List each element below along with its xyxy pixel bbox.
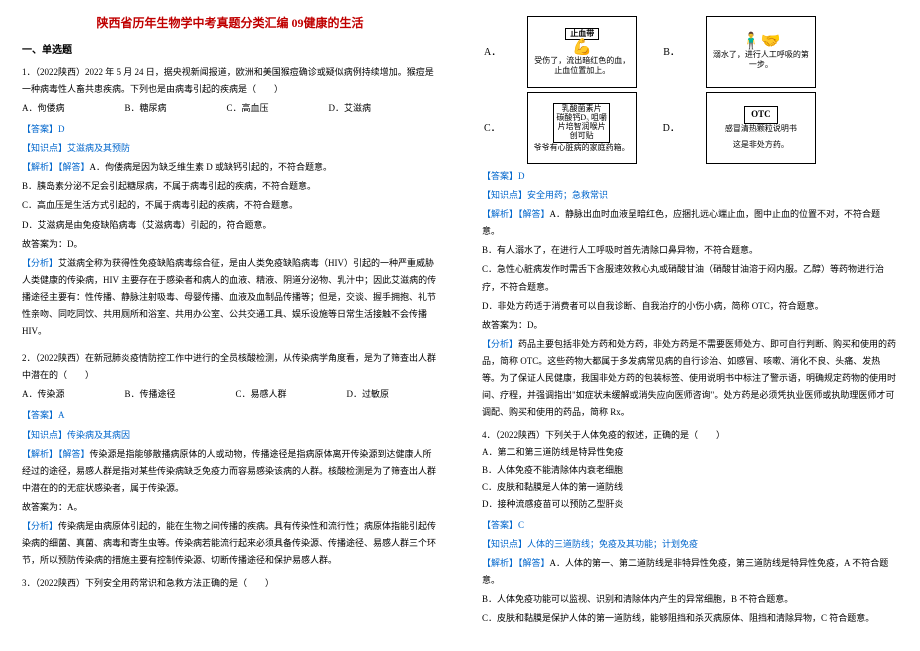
opt-a-letter: A． xyxy=(484,43,501,62)
q3-e2: B．有人溺水了，在进行人工呼吸时首先清除口鼻异物，不符合题意。 xyxy=(482,242,898,259)
q2-opt-d: D．过敏原 xyxy=(347,386,390,403)
q3-e3: C．急性心脏病发作时需舌下含服速效救心丸或硝酸甘油（硝酸甘油溶于闷内服。乙醇）等… xyxy=(482,261,898,295)
cpr-icon: 🧍‍♂️🤝 xyxy=(741,34,781,50)
q4-e3: C．皮肤和黏膜是保护人体的第一道防线，能够阻挡和杀灭病原体、阻挡和清除异物，C … xyxy=(482,610,898,627)
q4-opt-a: A．第二和第三道防线是特异性免疫 xyxy=(482,444,898,461)
q1-e5: 故答案为：D。 xyxy=(22,236,438,253)
q3-stem: 3．（2022陕西）下列安全用药常识和急救方法正确的是（ ） xyxy=(22,575,438,592)
q3-e4: D．非处方药适于消费者可以自我诊断、自我治疗的小伤小病，简称 OTC，符合题意。 xyxy=(482,298,898,315)
img-b-text: 溺水了，进行人工呼吸的第一步。 xyxy=(711,50,811,70)
q1-opt-d: D．艾滋病 xyxy=(329,100,372,117)
left-column: 陕西省历年生物学中考真题分类汇编 09健康的生活 一、单选题 1．（2022陕西… xyxy=(0,0,460,651)
img-b-box: 🧍‍♂️🤝 溺水了，进行人工呼吸的第一步。 xyxy=(706,16,816,88)
q4-stem: 4．（2022陕西）下列关于人体免疫的叙述，正确的是（ ） xyxy=(482,427,898,444)
q4-opt-c: C．皮肤和黏膜是人体的第一道防线 xyxy=(482,479,898,496)
q2-opt-b: B．传播途径 xyxy=(125,386,176,403)
q3-e5: 故答案为：D。 xyxy=(482,317,898,334)
q4-opt-d: D．接种流感疫苗可以预防乙型肝炎 xyxy=(482,496,898,513)
q4-opt-b: B．人体免疫不能清除体内衰老细胞 xyxy=(482,462,898,479)
q3-kp: 【知识点】安全用药；急救常识 xyxy=(482,187,898,204)
img-d-box: OTC 感冒清热颗粒说明书 这是非处方药。 xyxy=(706,92,816,164)
q1-e6: 【分析】艾滋病全称为获得性免疫缺陷病毒综合征，是由人类免疫缺陷病毒（HIV）引起… xyxy=(22,255,438,340)
img-c-box: 乳酸菌素片 碳酸钙D₃ 咀嚼 片培智润喉片 创可贴 爷爷有心脏病的家庭药箱。 xyxy=(527,92,637,164)
q4-e2: B．人体免疫功能可以监视、识别和清除体内产生的异常细胞，B 不符合题意。 xyxy=(482,591,898,608)
q1-e3: C．高血压是生活方式引起的，不属于病毒引起的疾病，不符合题意。 xyxy=(22,197,438,214)
img-d-sub: 感冒清热颗粒说明书 xyxy=(725,124,797,134)
img-row-cd: C． 乳酸菌素片 碳酸钙D₃ 咀嚼 片培智润喉片 创可贴 爷爷有心脏病的家庭药箱… xyxy=(482,92,898,164)
q2-answer: 【答案】A xyxy=(22,407,438,424)
q1-opt-c: C．高血压 xyxy=(227,100,269,117)
q2-e3: 【分析】传染病是由病原体引起的，能在生物之间传播的疾病。具有传染性和流行性；病原… xyxy=(22,518,438,569)
img-a-box: 止血带 💪 受伤了，流出暗红色的血，止血位置加上。 xyxy=(527,16,637,88)
q3-answer: 【答案】D xyxy=(482,168,898,185)
q2-opt-c: C．易感人群 xyxy=(236,386,287,403)
q1-e4: D．艾滋病是由免疫缺陷病毒（艾滋病毒）引起的，符合题意。 xyxy=(22,217,438,234)
img-a-text: 受伤了，流出暗红色的血，止血位置加上。 xyxy=(532,56,632,76)
q1-opt-a: A．佝偻病 xyxy=(22,100,65,117)
q4-e1: 【解析】【解答】A．人体的第一、第二道防线是非特异性免疫，第三道防线是特异性免疫… xyxy=(482,555,898,589)
q3-e6: 【分析】药品主要包括非处方药和处方药，非处方药是不需要医师处方、即可自行判断、购… xyxy=(482,336,898,421)
img-d-text: 这是非处方药。 xyxy=(733,140,789,150)
opt-b-letter: B． xyxy=(663,43,680,62)
q2-opt-a: A．传染源 xyxy=(22,386,65,403)
opt-c-letter: C． xyxy=(484,119,501,138)
q2-e1: 【解析】【解答】传染源是指能够散播病原体的人或动物，传播途径是指病原体离开传染源… xyxy=(22,446,438,497)
q1-stem: 1．（2022陕西）2022 年 5 月 24 日，据央视新闻报道，欧洲和美国猴… xyxy=(22,64,438,98)
section-heading: 一、单选题 xyxy=(22,41,438,60)
q1-e2: B．胰岛素分泌不足会引起糖尿病，不属于病毒引起的疾病，不符合题意。 xyxy=(22,178,438,195)
q1-opt-b: B．糖尿病 xyxy=(125,100,167,117)
img-c-inner: 乳酸菌素片 碳酸钙D₃ 咀嚼 片培智润喉片 创可贴 xyxy=(553,103,610,142)
img-c-text: 爷爷有心脏病的家庭药箱。 xyxy=(534,143,630,153)
doc-title: 陕西省历年生物学中考真题分类汇编 09健康的生活 xyxy=(22,12,438,35)
q1-options: A．佝偻病 B．糖尿病 C．高血压 D．艾滋病 xyxy=(22,100,438,117)
q4-kp: 【知识点】人体的三道防线；免疫及其功能；计划免疫 xyxy=(482,536,898,553)
q2-stem: 2．（2022陕西）在新冠肺炎疫情防控工作中进行的全员核酸检测，从传染病学角度看… xyxy=(22,350,438,384)
q1-answer: 【答案】D xyxy=(22,121,438,138)
q1-kp: 【知识点】艾滋病及其预防 xyxy=(22,140,438,157)
arm-icon: 💪 xyxy=(572,40,592,56)
q2-e2: 故答案为：A。 xyxy=(22,499,438,516)
q1-e1: 【解析】【解答】A．佝偻病是因为缺乏维生素 D 或缺钙引起的，不符合题意。 xyxy=(22,159,438,176)
q2-options: A．传染源 B．传播途径 C．易感人群 D．过敏原 xyxy=(22,386,438,403)
q4-answer: 【答案】C xyxy=(482,517,898,534)
right-column: A． 止血带 💪 受伤了，流出暗红色的血，止血位置加上。 B． 🧍‍♂️🤝 溺水… xyxy=(460,0,920,651)
q2-kp: 【知识点】传染病及其病因 xyxy=(22,427,438,444)
q3-e1: 【解析】【解答】A．静脉出血时血液呈暗红色，应捆扎远心端止血，图中止血的位置不对… xyxy=(482,206,898,240)
img-row-ab: A． 止血带 💪 受伤了，流出暗红色的血，止血位置加上。 B． 🧍‍♂️🤝 溺水… xyxy=(482,16,898,88)
opt-d-letter: D． xyxy=(663,119,680,138)
otc-label: OTC xyxy=(744,106,778,123)
